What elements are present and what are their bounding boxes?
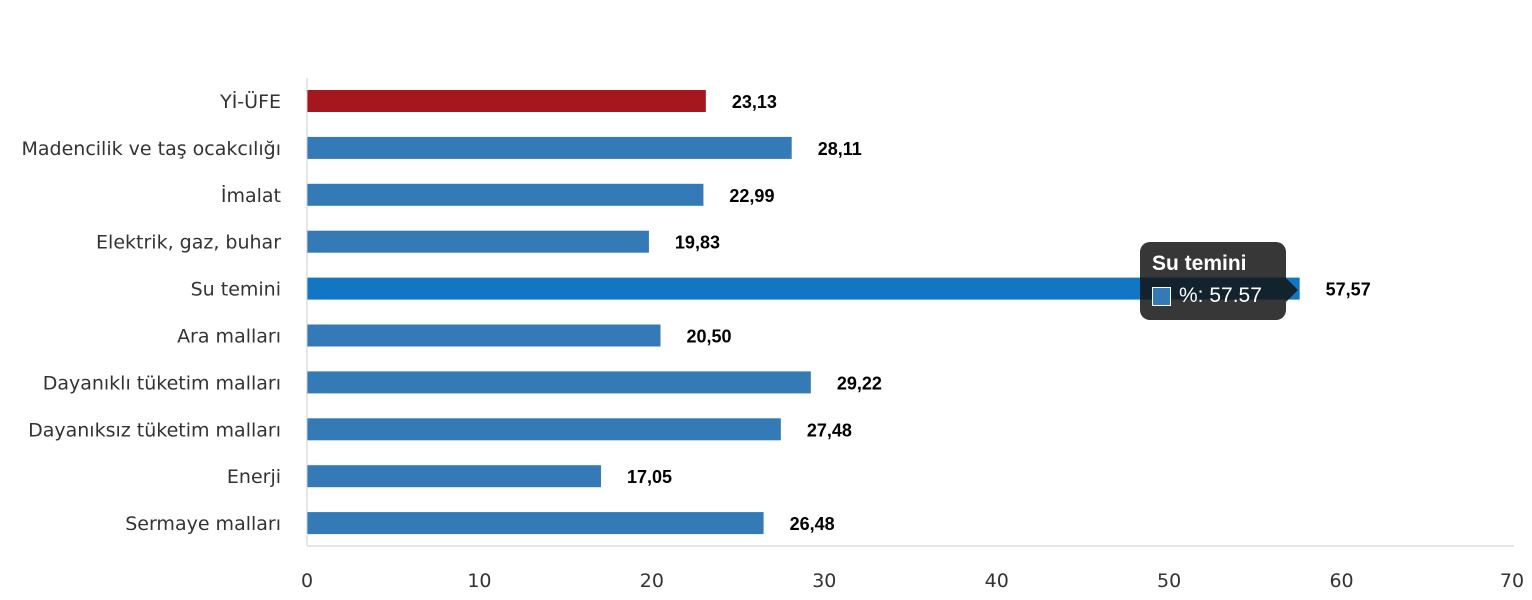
x-tick-labels: 0 10 20 30 40 50 60 70 (301, 570, 1524, 592)
category-label: Dayanıklı tüketim malları (43, 372, 281, 394)
tooltip-title: Su temini (1152, 252, 1247, 275)
bar[interactable] (307, 277, 1300, 300)
category-label: İmalat (221, 184, 281, 207)
category-labels: Yİ-ÜFE Madencilik ve taş ocakcılığı İmalat… (22, 90, 282, 535)
bar[interactable] (307, 512, 764, 535)
bar[interactable] (307, 230, 649, 253)
tooltip-row: %: 57.57 (1152, 284, 1274, 308)
category-label: Madencilik ve taş ocakcılığı (22, 138, 282, 160)
bar[interactable] (307, 183, 704, 206)
bar[interactable] (307, 465, 601, 488)
bar[interactable] (307, 90, 706, 112)
x-tick-label: 0 (301, 570, 313, 592)
tooltip-swatch (1152, 286, 1171, 306)
data-label: 17,05 (627, 467, 672, 487)
bars-group (307, 90, 1300, 535)
data-label: 26,48 (790, 514, 835, 534)
category-label: Su temini (191, 279, 281, 301)
x-tick-label: 50 (1157, 570, 1181, 592)
category-label: Sermaye malları (125, 513, 281, 535)
x-tick-label: 30 (812, 570, 836, 592)
category-label: Elektrik, gaz, buhar (96, 232, 281, 254)
data-label: 27,48 (807, 420, 852, 440)
x-tick-label: 20 (640, 570, 664, 592)
data-label: 23,13 (732, 92, 777, 112)
tooltip-arrow (1286, 278, 1298, 302)
data-label: 19,83 (675, 233, 720, 253)
tooltip-value: %: 57.57 (1179, 284, 1262, 307)
data-label: 20,50 (686, 327, 731, 347)
category-label: Enerji (227, 466, 281, 488)
bar[interactable] (307, 136, 792, 159)
value-labels: 23,13 28,11 22,99 19,83 57,57 20,50 29,22 27,48… (627, 92, 1371, 534)
category-label: Yİ-ÜFE (219, 90, 281, 113)
bar[interactable] (307, 418, 781, 441)
x-tick-label: 10 (467, 570, 491, 592)
x-tick-label: 40 (985, 570, 1009, 592)
bar[interactable] (307, 371, 811, 394)
bar[interactable] (307, 324, 661, 347)
x-tick-label: 60 (1329, 570, 1353, 592)
data-label: 28,11 (818, 139, 862, 159)
category-label: Dayanıksız tüketim malları (28, 419, 281, 441)
data-label: 57,57 (1326, 280, 1371, 300)
data-label: 22,99 (729, 186, 774, 206)
hover-tooltip: Su temini %: 57.57 (1140, 242, 1298, 320)
x-tick-label: 70 (1500, 570, 1524, 592)
category-label: Ara malları (177, 326, 281, 348)
data-label: 29,22 (837, 373, 882, 393)
